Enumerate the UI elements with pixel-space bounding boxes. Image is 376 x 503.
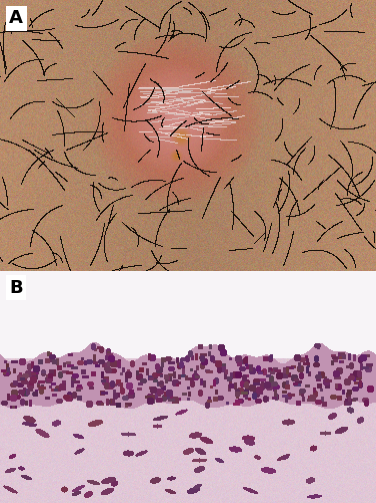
Text: B: B <box>9 279 23 297</box>
Text: A: A <box>9 10 23 28</box>
